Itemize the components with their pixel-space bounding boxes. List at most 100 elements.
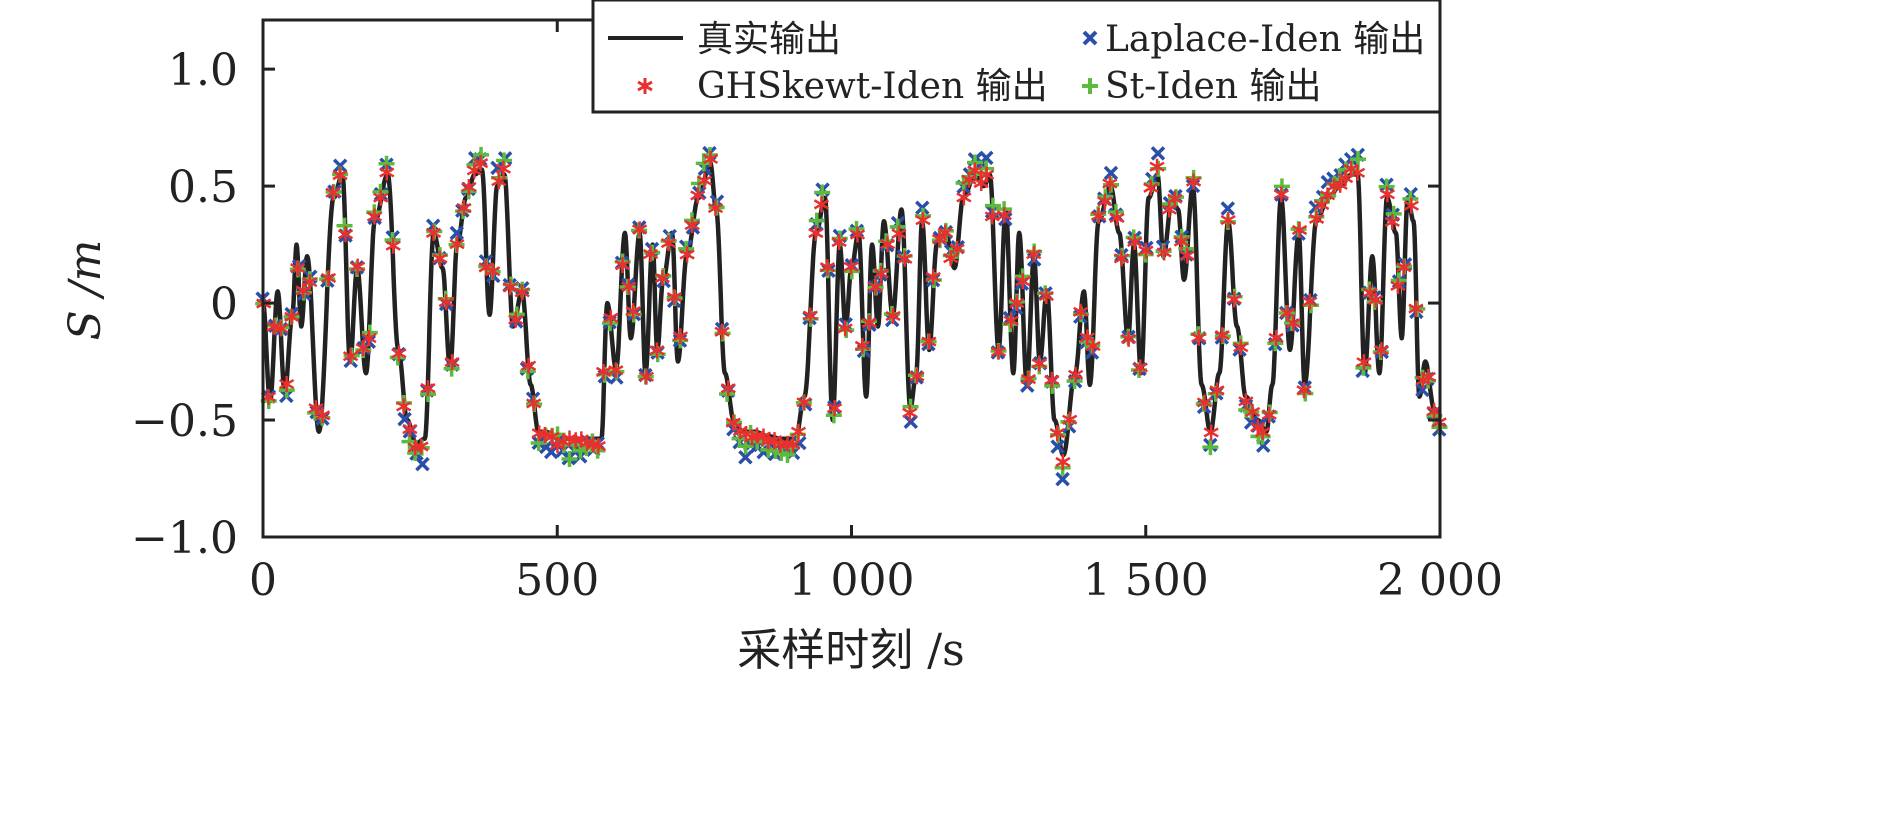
- marker-stroke: [1368, 294, 1384, 306]
- marker-stroke: [631, 224, 648, 235]
- ghskewt-marker: [1085, 338, 1101, 355]
- x-tick-label: 0: [249, 555, 277, 606]
- ghskewt-marker: [897, 250, 913, 267]
- ghskewt-marker: [1149, 158, 1165, 175]
- ghskewt-marker: [813, 196, 830, 213]
- ghskewt-marker: [495, 160, 512, 177]
- ghskewt-marker: [1179, 247, 1195, 264]
- ghskewt-marker: [1356, 354, 1372, 371]
- laplace-marker: [415, 456, 430, 472]
- marker-stroke: [897, 253, 913, 264]
- marker-stroke: [1203, 427, 1219, 438]
- marker-stroke: [1390, 280, 1406, 291]
- marker-stroke: [873, 268, 889, 279]
- marker-stroke: [808, 227, 824, 239]
- marker-stroke: [854, 340, 871, 351]
- ghskewt-marker: [1238, 393, 1254, 410]
- ghskewt-marker: [978, 166, 995, 183]
- y-tick-label: 1.0: [168, 45, 238, 96]
- marker-stroke: [1220, 201, 1236, 216]
- ghskewt-marker: [1408, 300, 1424, 317]
- marker-stroke: [967, 165, 983, 176]
- ghskewt-marker: [595, 363, 612, 380]
- marker-stroke: [672, 331, 689, 342]
- laplace-marker: [332, 158, 348, 173]
- marker-stroke: [1209, 385, 1225, 396]
- marker-stroke: [714, 326, 730, 337]
- marker-stroke: [1143, 182, 1159, 193]
- ghskewt-marker: [1062, 411, 1078, 428]
- marker-stroke: [332, 170, 348, 181]
- marker-stroke: [1090, 210, 1107, 221]
- ghskewt-marker: [1233, 339, 1249, 356]
- marker-stroke: [831, 236, 847, 248]
- marker-stroke: [720, 383, 736, 394]
- marker-stroke: [397, 411, 412, 427]
- marker-stroke: [1150, 146, 1166, 161]
- ghskewt-marker: [679, 246, 695, 263]
- marker-stroke: [1020, 374, 1037, 385]
- marker-stroke: [1226, 294, 1242, 305]
- laplace-marker: [449, 225, 465, 241]
- marker-stroke: [826, 403, 843, 414]
- ghskewt-marker: [342, 348, 359, 365]
- laplace-marker: [543, 444, 559, 460]
- marker-stroke: [1349, 167, 1366, 178]
- ghskewt-marker: [1090, 207, 1107, 224]
- marker-stroke: [802, 310, 818, 321]
- ghskewt-marker: [432, 250, 448, 267]
- marker-stroke: [1196, 397, 1213, 408]
- marker-stroke: [526, 398, 542, 409]
- marker-stroke: [342, 351, 359, 362]
- marker-stroke: [990, 346, 1007, 357]
- ghskewt-marker: [614, 257, 631, 274]
- marker-stroke: [1220, 214, 1236, 226]
- marker-stroke: [290, 263, 306, 274]
- ghskewt-marker: [1015, 273, 1031, 290]
- ghskewt-marker: [1196, 394, 1213, 411]
- marker-stroke: [1044, 374, 1060, 386]
- marker-stroke: [595, 366, 612, 377]
- marker-stroke: [843, 261, 859, 272]
- marker-stroke: [461, 181, 477, 193]
- marker-stroke: [449, 225, 465, 241]
- marker-stroke: [660, 237, 677, 249]
- ghskewt-marker: [666, 289, 682, 306]
- marker-stroke: [491, 176, 507, 187]
- marker-stroke: [949, 243, 965, 254]
- marker-stroke: [1403, 200, 1419, 211]
- ghskewt-marker: [956, 189, 972, 206]
- ghskewt-marker: [843, 258, 859, 275]
- ghskewt-marker: [290, 260, 306, 277]
- ghskewt-marker: [631, 221, 648, 238]
- marker-stroke: [273, 323, 289, 334]
- marker-stroke: [1085, 341, 1101, 352]
- ghskewt-marker: [861, 314, 877, 331]
- ghskewt-marker: [1384, 213, 1400, 230]
- legend-label-ghskewt: GHSkewt-Iden 输出: [697, 66, 1048, 107]
- laplace-marker: [1103, 165, 1119, 181]
- ghskewt-marker: [520, 357, 537, 374]
- marker-stroke: [625, 306, 641, 317]
- marker-stroke: [332, 158, 348, 173]
- marker-stroke: [885, 310, 901, 322]
- laplace-marker: [738, 450, 753, 465]
- marker-stroke: [638, 371, 654, 382]
- ghskewt-marker: [1120, 330, 1137, 347]
- marker-stroke: [1149, 161, 1165, 172]
- marker-stroke: [537, 429, 553, 441]
- marker-stroke: [608, 365, 624, 376]
- marker-stroke: [679, 249, 695, 260]
- ghskewt-marker: [485, 263, 501, 280]
- ghskewt-marker: [873, 265, 889, 282]
- marker-stroke: [466, 165, 482, 176]
- ghskewt-marker: [714, 323, 730, 340]
- marker-stroke: [915, 215, 931, 226]
- marker-stroke: [1127, 236, 1143, 247]
- ghskewt-marker: [491, 173, 507, 190]
- marker-stroke: [909, 371, 925, 382]
- ghskewt-marker: [867, 278, 884, 295]
- ghskewt-marker: [1403, 197, 1419, 214]
- ghskewt-marker: [1113, 250, 1130, 267]
- ghskewt-marker: [785, 436, 801, 453]
